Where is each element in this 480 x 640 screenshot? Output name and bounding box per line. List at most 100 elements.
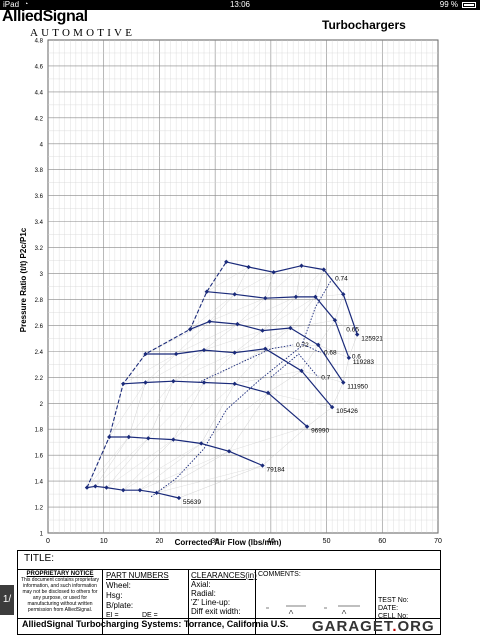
y-tick-label: 2.6 (35, 324, 44, 330)
efficiency-contour (198, 344, 294, 383)
data-point (107, 434, 112, 440)
mesh-line (265, 327, 291, 349)
data-point (263, 346, 268, 351)
data-point (187, 327, 193, 332)
data-point (121, 487, 126, 493)
mesh-line (156, 451, 230, 493)
x-tick-label: 70 (434, 538, 442, 545)
y-tick-label: 3.4 (35, 220, 44, 226)
mesh-line (123, 443, 202, 491)
data-point (316, 342, 321, 348)
x-tick-label: 20 (156, 538, 164, 545)
data-point (299, 263, 304, 268)
y-tick-label: 1.2 (35, 506, 44, 512)
compressor-map-chart: 0.740.720.70.680.60.65 0 10 20 30 40 50 60 7011… (19, 39, 442, 548)
y-tick-label: 3.6 (35, 194, 44, 200)
mesh-line (156, 465, 263, 493)
mesh-line (145, 349, 205, 383)
data-point (224, 259, 229, 265)
mesh-line (145, 353, 177, 383)
mesh-line (234, 327, 291, 353)
mesh-line (145, 329, 191, 355)
x-tick-label: 0 (46, 538, 50, 545)
data-point (232, 292, 237, 297)
axis-ticks: 0 10 20 30 40 50 60 70 1 1.2 1.4 1.6 1.8 2 2.2 2.4 2.6 2.… (35, 39, 442, 546)
data-point (232, 381, 237, 387)
mesh-line (189, 294, 235, 330)
data-point (321, 267, 326, 272)
chart-grid (47, 39, 439, 534)
clock: 13:06 (229, 0, 251, 9)
speed-line-label: 55639 (183, 499, 201, 506)
data-point (246, 264, 251, 270)
mesh-line (106, 438, 149, 488)
mesh-line (265, 344, 319, 349)
y-tick-label: 1.6 (35, 454, 44, 460)
speed-line-label: 96990 (311, 428, 329, 435)
mesh-line (228, 392, 269, 452)
data-point (341, 380, 346, 385)
data-point (201, 347, 207, 353)
y-tick-label: 3.2 (35, 246, 44, 252)
mesh-line (290, 296, 316, 329)
wifi-icon: ◔ (24, 1, 29, 8)
data-point (346, 355, 352, 361)
data-point (232, 350, 237, 355)
part-numbers-label: PART NUMBERS (106, 571, 169, 580)
mesh-line (95, 438, 149, 487)
x-tick-label: 40 (267, 538, 275, 545)
mesh-line (331, 382, 344, 408)
mesh-line (173, 352, 235, 382)
data-point (126, 434, 131, 440)
data-point (329, 404, 335, 410)
mesh-line (315, 294, 344, 298)
speed-line-label: 119283 (353, 359, 375, 366)
mesh-line (234, 348, 266, 384)
page-indicator[interactable]: 1/ (0, 585, 14, 615)
speed-line (109, 436, 263, 467)
de-label: DE = (142, 612, 158, 619)
formula-graphic (266, 605, 360, 615)
series-labels: 55639 79184 96990 105426 111950 119283 125921 (183, 336, 383, 506)
cell-no-label: CELL No: (378, 613, 409, 620)
data-point (355, 332, 360, 337)
data-point (332, 318, 338, 323)
y-tick-label: 4.4 (35, 90, 44, 96)
efficiency-islands: 0.74 0.72 0.7 0.68 0.6 0.65 (86, 261, 361, 499)
mesh-line (315, 269, 324, 297)
data-point (304, 424, 310, 429)
mesh-line (290, 320, 335, 329)
zlineup-label: 'Z' Line-up: (191, 598, 231, 607)
mesh-line (306, 406, 333, 427)
axial-label: Axial: (191, 580, 211, 589)
y-tick-label: 3.8 (35, 168, 44, 174)
y-tick-label: 2.4 (35, 350, 44, 356)
data-point (121, 381, 126, 387)
efficiency-label: 0.7 (321, 374, 330, 381)
x-axis-label: Corrected Air Flow (lbs/min) (175, 538, 282, 547)
mesh-line (334, 320, 358, 335)
data-point (313, 294, 318, 300)
mesh-line (234, 266, 249, 295)
mesh-line (203, 352, 235, 383)
page-title: Turbochargers (322, 18, 406, 32)
data-point (173, 351, 179, 357)
x-tick-label: 10 (100, 538, 108, 545)
mesh-line (123, 439, 174, 491)
y-tick-label: 4.2 (35, 116, 44, 122)
data-point (299, 368, 304, 374)
mesh-line (237, 298, 266, 325)
mesh-line (334, 294, 344, 321)
data-point (201, 380, 207, 385)
mesh-line (343, 357, 350, 383)
clearances-label: CLEARANCES(in) (191, 571, 257, 580)
mesh-line (106, 439, 174, 488)
mesh-line (262, 296, 316, 331)
efficiency-label: 0.72 (296, 342, 309, 349)
data-point (293, 294, 299, 300)
mesh-line (86, 436, 129, 488)
speed-line-label: 125921 (361, 336, 383, 343)
diff-exit-label: Diff exit width: (191, 607, 241, 616)
footer-text: AlliedSignal Turbocharging Systems: Torr… (22, 619, 289, 629)
efficiency-label: 0.6 (352, 354, 361, 361)
